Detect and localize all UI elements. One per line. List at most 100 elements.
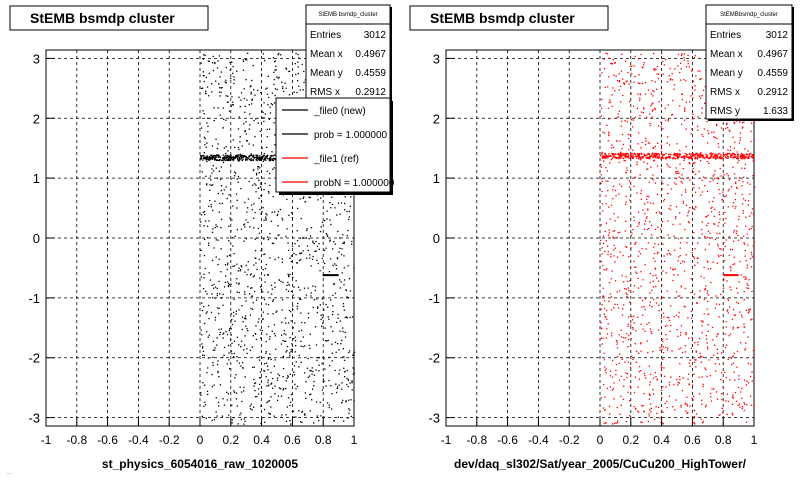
band-point [740,152,743,155]
data-point [646,163,649,165]
data-point [316,311,318,314]
data-point [684,107,686,109]
band-point [630,154,632,156]
data-point [656,378,658,380]
data-point [661,366,663,369]
data-point [305,294,308,296]
data-point [209,175,212,177]
data-point [673,269,675,271]
band-point [662,154,664,157]
x-tick-label: -1 [441,433,452,447]
data-point [343,241,345,243]
data-point [330,326,332,328]
data-point [269,233,271,235]
data-point [658,211,661,213]
data-point [244,376,246,378]
data-point [631,232,633,234]
data-point [263,238,265,240]
data-point [246,59,248,61]
band-point [256,157,258,159]
data-point [615,373,617,376]
data-point [214,61,216,64]
data-point [675,167,677,169]
data-point [603,313,605,315]
data-point [259,130,261,132]
data-point [739,311,741,313]
data-point [286,228,288,230]
band-point [743,155,745,157]
data-point [657,77,660,80]
data-point [634,155,636,158]
data-point [289,354,291,356]
data-point [734,193,737,195]
data-point [641,306,643,308]
data-point [353,267,355,269]
data-point [649,122,651,125]
data-point [610,147,613,149]
data-point [698,337,701,340]
data-point [719,218,721,220]
data-point [250,287,252,289]
data-point [618,110,620,112]
band-point [636,157,638,159]
data-point [285,334,287,336]
band-point [629,157,631,160]
data-point [244,226,246,228]
data-point [744,349,746,351]
band-point [622,152,624,155]
data-point [251,103,253,105]
data-point [212,364,214,367]
data-point [633,219,635,222]
data-point [240,228,243,230]
data-point [277,225,279,227]
data-point [644,330,646,332]
data-point [602,287,604,289]
data-point [316,259,318,261]
data-point [699,295,701,298]
band-point [224,159,226,161]
data-point [653,52,655,55]
data-point [331,408,333,410]
band-point [657,153,660,155]
data-point [266,333,268,335]
data-point [258,318,260,320]
data-point [698,393,701,395]
data-point [632,126,634,128]
data-point [605,372,607,374]
data-point [702,89,705,91]
data-point [601,203,603,205]
data-point [285,322,287,324]
data-point [250,93,252,95]
data-point [622,398,625,400]
data-point [342,234,344,236]
data-point [649,394,651,396]
data-point [730,357,732,359]
data-point [295,361,297,363]
data-point [700,275,702,277]
data-point [651,80,653,82]
data-point [273,365,275,367]
data-point [255,184,257,186]
data-point [203,225,205,227]
band-point [652,154,655,156]
data-point [753,229,755,231]
data-point [218,328,220,331]
band-point [213,154,216,157]
data-point [245,219,247,221]
band-point [658,156,660,158]
stats-value: 0.4559 [757,68,788,79]
data-point [224,281,226,284]
data-point [683,57,685,59]
data-point [319,270,321,272]
data-point [215,80,217,82]
band-point [205,159,208,161]
band-point [665,157,667,160]
data-point [212,362,214,364]
data-point [750,404,753,406]
data-point [631,316,633,318]
data-point [616,347,619,349]
data-point [734,199,736,201]
data-point [244,293,246,295]
data-point [640,198,642,200]
data-point [680,68,682,70]
